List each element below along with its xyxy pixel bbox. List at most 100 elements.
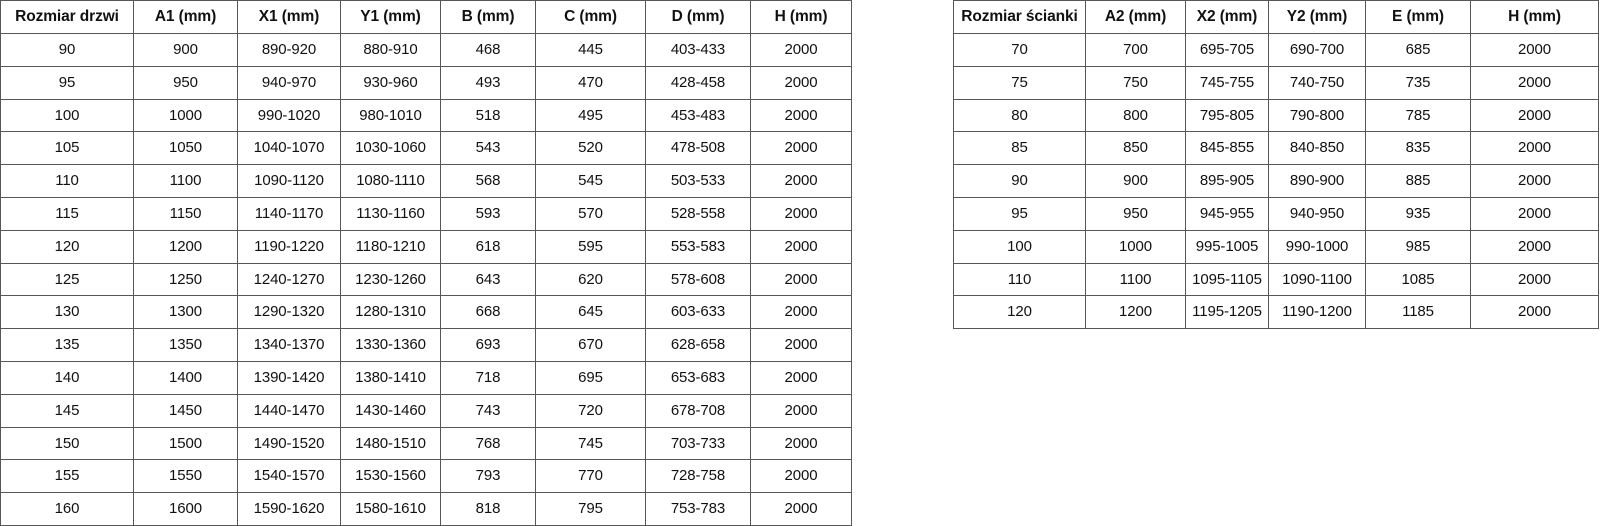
table-cell: 578-608: [645, 262, 751, 297]
table-cell: 670: [535, 328, 646, 362]
table-cell: 150: [0, 426, 134, 461]
table-cell: 653-683: [645, 360, 751, 395]
table-cell: 603-633: [645, 295, 751, 330]
table-cell: 85: [953, 131, 1086, 166]
table-cell: 568: [440, 164, 536, 198]
column-header: D (mm): [645, 0, 751, 34]
table-cell: 743: [440, 393, 536, 428]
table-cell: 105: [0, 131, 134, 166]
table-row: 145 1450 1440-1470 1430-1460 743 720 678-708 20…: [0, 393, 852, 428]
table-cell: 768: [440, 426, 536, 461]
table-cell: 1185: [1365, 295, 1471, 330]
table-row: 120 1200 1190-1220 1180-1210 618 595 553-583 20…: [0, 229, 852, 264]
table-cell: 890-900: [1268, 164, 1366, 198]
table-row: 80 800 795-805 790-800 785 2000: [953, 98, 1599, 133]
table-cell: 1085: [1365, 262, 1471, 297]
table-row: 115 1150 1140-1170 1130-1160 593 570 528-558 20…: [0, 196, 852, 231]
table-row: 160 1600 1590-1620 1580-1610 818 795 753-783 20…: [0, 492, 852, 526]
table-row: 95 950 940-970 930-960 493 470 428-458 2000: [0, 65, 852, 100]
column-header: H (mm): [750, 0, 852, 34]
table-cell: 790-800: [1268, 98, 1366, 133]
table-row: 70 700 695-705 690-700 685 2000: [953, 33, 1599, 67]
table-cell: 453-483: [645, 98, 751, 133]
table-cell: 2000: [750, 295, 852, 330]
table-cell: 1190-1200: [1268, 295, 1366, 330]
table-cell: 110: [0, 164, 134, 198]
table-cell: 110: [953, 262, 1086, 297]
table-cell: 2000: [1470, 262, 1599, 297]
table-cell: 940-970: [237, 65, 341, 100]
table-row: 105 1050 1040-1070 1030-1060 543 520 478-508 20…: [0, 131, 852, 166]
table-cell: 740-750: [1268, 65, 1366, 100]
table-cell: 1380-1410: [340, 360, 441, 395]
table-row: 110 1100 1090-1120 1080-1110 568 545 503-533 20…: [0, 164, 852, 198]
table-header-row: Rozmiar drzwi A1 (mm) X1 (mm) Y1 (mm) B (mm)…: [0, 0, 852, 34]
table-cell: 745: [535, 426, 646, 461]
table-cell: 1530-1560: [340, 459, 441, 494]
table-cell: 1430-1460: [340, 393, 441, 428]
table-cell: 478-508: [645, 131, 751, 166]
table-cell: 835: [1365, 131, 1471, 166]
table-cell: 695-705: [1185, 33, 1269, 67]
table-cell: 1190-1220: [237, 229, 341, 264]
table-cell: 945-955: [1185, 196, 1269, 231]
table-cell: 2000: [750, 393, 852, 428]
table-cell: 495: [535, 98, 646, 133]
door-table-body: 90 900 890-920 880-910 468 445 403-433 2000 95 95…: [0, 33, 852, 526]
table-cell: 2000: [1470, 98, 1599, 133]
table-cell: 1600: [133, 492, 238, 526]
table-cell: 2000: [750, 131, 852, 166]
table-cell: 795-805: [1185, 98, 1269, 133]
table-cell: 703-733: [645, 426, 751, 461]
table-cell: 115: [0, 196, 134, 231]
table-cell: 930-960: [340, 65, 441, 100]
table-cell: 130: [0, 295, 134, 330]
table-cell: 2000: [750, 459, 852, 494]
table-cell: 2000: [1470, 295, 1599, 330]
table-cell: 1550: [133, 459, 238, 494]
column-header: Rozmiar ścianki: [953, 0, 1086, 34]
table-cell: 885: [1365, 164, 1471, 198]
table-cell: 735: [1365, 65, 1471, 100]
column-header: X1 (mm): [237, 0, 341, 34]
table-cell: 1540-1570: [237, 459, 341, 494]
table-cell: 1480-1510: [340, 426, 441, 461]
table-row: 90 900 890-920 880-910 468 445 403-433 2000: [0, 33, 852, 67]
table-cell: 1030-1060: [340, 131, 441, 166]
table-cell: 628-658: [645, 328, 751, 362]
table-cell: 1195-1205: [1185, 295, 1269, 330]
column-header: A2 (mm): [1085, 0, 1186, 34]
table-cell: 1350: [133, 328, 238, 362]
table-cell: 700: [1085, 33, 1186, 67]
table-cell: 75: [953, 65, 1086, 100]
wall-table-body: 70 700 695-705 690-700 685 2000 75 750 745-755 74…: [953, 33, 1599, 330]
table-cell: 570: [535, 196, 646, 231]
table-row: 140 1400 1390-1420 1380-1410 718 695 653-683 20…: [0, 360, 852, 395]
table-cell: 1150: [133, 196, 238, 231]
table-row: 150 1500 1490-1520 1480-1510 768 745 703-733 20…: [0, 426, 852, 461]
table-cell: 985: [1365, 229, 1471, 264]
table-cell: 668: [440, 295, 536, 330]
table-row: 75 750 745-755 740-750 735 2000: [953, 65, 1599, 100]
table-cell: 135: [0, 328, 134, 362]
table-row: 110 1100 1095-1105 1090-1100 1085 2000: [953, 262, 1599, 297]
table-cell: 155: [0, 459, 134, 494]
table-cell: 1400: [133, 360, 238, 395]
table-row: 100 1000 990-1020 980-1010 518 495 453-483 2000: [0, 98, 852, 133]
table-cell: 800: [1085, 98, 1186, 133]
table-cell: 470: [535, 65, 646, 100]
table-cell: 643: [440, 262, 536, 297]
table-cell: 2000: [750, 229, 852, 264]
table-cell: 1200: [133, 229, 238, 264]
table-cell: 100: [953, 229, 1086, 264]
table-cell: 950: [133, 65, 238, 100]
table-cell: 1050: [133, 131, 238, 166]
table-row: 130 1300 1290-1320 1280-1310 668 645 603-633 20…: [0, 295, 852, 330]
table-cell: 503-533: [645, 164, 751, 198]
table-cell: 543: [440, 131, 536, 166]
column-header: B (mm): [440, 0, 536, 34]
table-cell: 2000: [750, 65, 852, 100]
table-cell: 95: [953, 196, 1086, 231]
table-header-row: Rozmiar ścianki A2 (mm) X2 (mm) Y2 (mm) E (m…: [953, 0, 1599, 34]
table-cell: 145: [0, 393, 134, 428]
